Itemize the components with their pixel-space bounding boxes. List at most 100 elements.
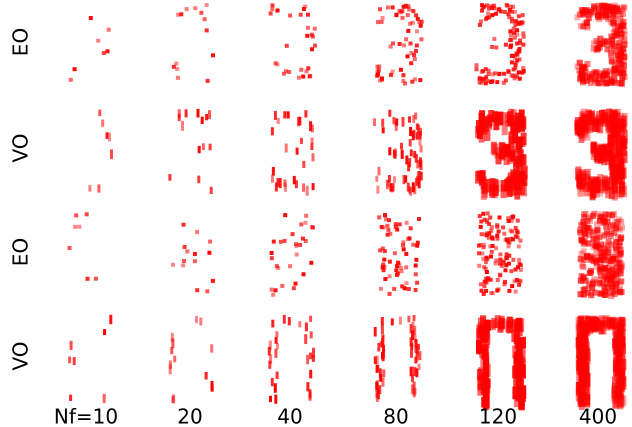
pixel [208, 240, 212, 244]
pixel [181, 263, 185, 267]
pixel [588, 254, 594, 260]
pixel [377, 343, 380, 351]
pixel [497, 7, 501, 11]
pixel [601, 73, 607, 79]
pixel [609, 318, 615, 329]
pixel [490, 184, 496, 198]
pixel [68, 357, 71, 364]
pixel [288, 264, 292, 268]
pixel [618, 236, 624, 242]
pixel [478, 81, 482, 85]
pixel [513, 378, 519, 388]
pixel [618, 53, 624, 59]
pixel [485, 270, 489, 274]
pixel [486, 211, 490, 215]
pixel [69, 395, 72, 401]
pixel [475, 67, 479, 71]
pixel [582, 20, 588, 26]
pixel [407, 7, 411, 11]
pixel [509, 44, 513, 48]
pixel [89, 16, 93, 20]
pixel [306, 26, 310, 30]
pixel [504, 268, 508, 272]
pixel [410, 343, 413, 349]
pixel [619, 70, 625, 76]
pixel [512, 31, 516, 35]
pixel [605, 12, 611, 18]
sample-image [168, 109, 212, 194]
pixel [618, 379, 624, 391]
pixel [391, 70, 395, 74]
pixel [499, 316, 505, 328]
pixel [408, 116, 411, 122]
pixel [482, 243, 486, 247]
pixel [306, 186, 309, 196]
pixel [516, 279, 520, 283]
pixel [482, 5, 486, 9]
pixel [510, 230, 514, 234]
pixel [516, 143, 522, 153]
pixel [484, 17, 488, 21]
pixel [298, 321, 301, 327]
figure: EOVOEOVONf=10204080120400 [0, 0, 632, 427]
pixel [414, 13, 418, 17]
pixel [199, 318, 202, 326]
pixel [283, 213, 287, 217]
pixel [274, 349, 277, 358]
pixel [480, 329, 486, 342]
pixel [510, 10, 514, 14]
pixel [302, 183, 305, 191]
pixel [580, 219, 586, 225]
pixel [600, 249, 606, 255]
pixel [205, 28, 209, 32]
pixel [406, 13, 410, 17]
pixel [414, 113, 417, 120]
pixel [382, 369, 385, 377]
pixel [591, 179, 597, 190]
pixel [408, 158, 411, 167]
pixel [388, 147, 391, 155]
sample-image [68, 212, 98, 280]
pixel [489, 291, 493, 295]
pixel [295, 253, 299, 257]
pixel [517, 258, 521, 262]
sample-image [574, 3, 627, 88]
sample-image [169, 316, 214, 403]
pixel [492, 144, 498, 156]
pixel [620, 23, 626, 29]
pixel [595, 152, 601, 164]
pixel [483, 232, 487, 236]
sample-image [475, 109, 528, 200]
pixel [583, 171, 589, 185]
pixel [73, 357, 76, 365]
pixel [203, 17, 207, 21]
pixel [109, 315, 112, 324]
pixel [509, 269, 513, 273]
pixel [312, 153, 315, 161]
pixel [386, 233, 390, 237]
pixel [586, 281, 592, 287]
pixel [413, 315, 416, 321]
pixel [415, 44, 419, 48]
pixel [510, 54, 514, 58]
pixel [498, 252, 502, 256]
pixel [610, 289, 616, 295]
sample-image [476, 315, 526, 410]
pixel [183, 245, 187, 249]
pixel [414, 264, 418, 268]
pixel [68, 246, 72, 250]
pixel [275, 183, 278, 192]
pixel [306, 382, 309, 391]
pixel [182, 223, 186, 227]
pixel [311, 125, 314, 133]
pixel [519, 239, 523, 243]
pixel [380, 76, 384, 80]
pixel [414, 288, 418, 292]
column-label: 20 [177, 405, 202, 427]
pixel [381, 119, 384, 127]
pixel [502, 232, 506, 236]
pixel [398, 9, 402, 13]
pixel [103, 329, 106, 335]
pixel [511, 258, 515, 262]
pixel [415, 29, 419, 33]
